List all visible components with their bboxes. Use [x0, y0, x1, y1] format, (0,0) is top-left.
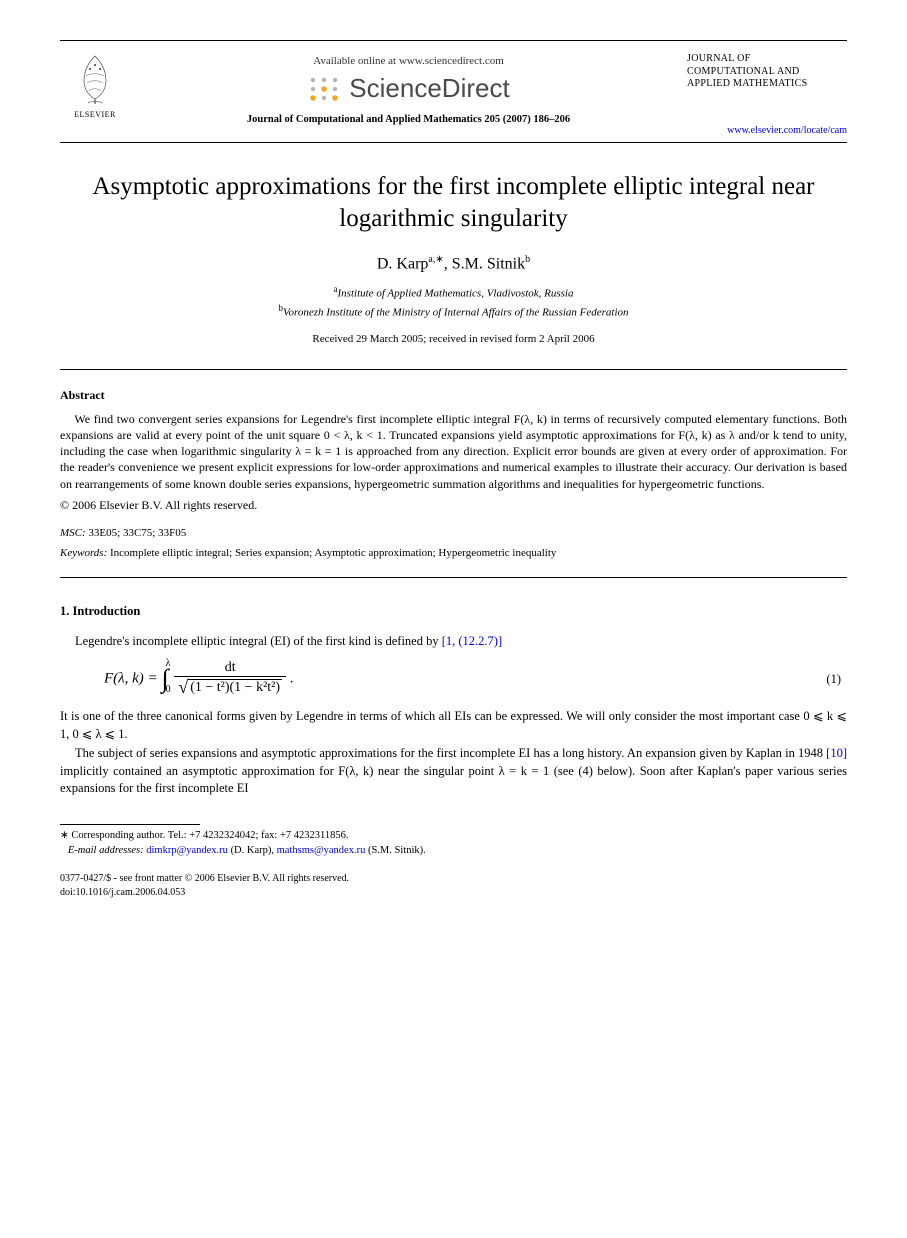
bottom-matter: 0377-0427/$ - see front matter © 2006 El…	[60, 872, 847, 899]
rule-top	[60, 369, 847, 370]
email-line: E-mail addresses: dimkrp@yandex.ru (D. K…	[60, 844, 847, 859]
author-1-name: D. Karp	[377, 255, 429, 272]
doi-line: doi:10.1016/j.cam.2006.04.053	[60, 886, 847, 900]
journal-url-link[interactable]: www.elsevier.com/locate/cam	[687, 125, 847, 136]
corresponding-author: ∗ Corresponding author. Tel.: +7 4232324…	[60, 829, 847, 844]
eq1-fraction: dt √(1 − t²)(1 − k²t²)	[174, 660, 286, 698]
footnotes: ∗ Corresponding author. Tel.: +7 4232324…	[60, 829, 847, 858]
ref-link-1[interactable]: [1, (12.2.7)]	[442, 634, 502, 648]
intro-heading: 1. Introduction	[60, 604, 847, 619]
intro-p3a: The subject of series expansions and asy…	[75, 746, 826, 760]
authors: D. Karpa,∗, S.M. Sitnikb	[60, 254, 847, 273]
publisher-logo-block: ELSEVIER	[60, 51, 130, 119]
keywords-label: Keywords:	[60, 547, 107, 559]
msc-line: MSC: 33E05; 33C75; 33F05	[60, 527, 847, 539]
masthead: ELSEVIER Available online at www.science…	[60, 40, 847, 143]
abstract-heading: Abstract	[60, 388, 847, 403]
journal-name-l1: JOURNAL OF	[687, 53, 847, 66]
abstract-copyright: © 2006 Elsevier B.V. All rights reserved…	[60, 498, 847, 513]
keywords-text: Incomplete elliptic integral; Series exp…	[110, 547, 556, 559]
page: ELSEVIER Available online at www.science…	[0, 0, 907, 929]
email-1-who: (D. Karp),	[231, 845, 274, 856]
msc-label: MSC:	[60, 527, 86, 539]
journal-name-l2: COMPUTATIONAL AND	[687, 66, 847, 79]
author-1-marks: a,∗	[428, 254, 443, 265]
publisher-label: ELSEVIER	[60, 110, 130, 119]
intro-p3: The subject of series expansions and asy…	[60, 745, 847, 798]
msc-codes: 33E05; 33C75; 33F05	[88, 527, 186, 539]
journal-name: JOURNAL OF COMPUTATIONAL AND APPLIED MAT…	[687, 53, 847, 91]
eq1-num: dt	[174, 660, 286, 677]
elsevier-tree-icon	[70, 51, 120, 106]
rule-bottom	[60, 577, 847, 578]
keywords-line: Keywords: Incomplete elliptic integral; …	[60, 547, 847, 559]
eq1-den-expr: (1 − t²)(1 − k²t²)	[188, 679, 282, 695]
eq1-den: √(1 − t²)(1 − k²t²)	[174, 677, 286, 698]
journal-name-l3: APPLIED MATHEMATICS	[687, 78, 847, 91]
affil-b-text: Voronezh Institute of the Ministry of In…	[283, 307, 629, 319]
article-title: Asymptotic approximations for the first …	[60, 171, 847, 236]
intro-p3b: implicitly contained an asymptotic appro…	[60, 764, 847, 796]
citation-line: Journal of Computational and Applied Mat…	[130, 114, 687, 125]
intro-p2: It is one of the three canonical forms g…	[60, 708, 847, 743]
dates-line: Received 29 March 2005; received in revi…	[60, 333, 847, 345]
front-matter-line: 0377-0427/$ - see front matter © 2006 El…	[60, 872, 847, 886]
equation-1: F(λ, k) = ∫λ0 dt √(1 − t²)(1 − k²t²) . (…	[104, 660, 847, 698]
masthead-right: JOURNAL OF COMPUTATIONAL AND APPLIED MAT…	[687, 51, 847, 136]
affil-b: bVoronezh Institute of the Ministry of I…	[60, 302, 847, 321]
email-label: E-mail addresses:	[68, 845, 144, 856]
eq1-lower: 0	[166, 684, 171, 695]
footnote-rule	[60, 824, 200, 825]
email-1[interactable]: dimkrp@yandex.ru	[146, 845, 228, 856]
abstract-body: We find two convergent series expansions…	[60, 411, 847, 492]
intro-p1: Legendre's incomplete elliptic integral …	[60, 633, 847, 651]
affiliations: aInstitute of Applied Mathematics, Vladi…	[60, 283, 847, 321]
masthead-center: Available online at www.sciencedirect.co…	[130, 51, 687, 125]
author-2-name: S.M. Sitnik	[452, 255, 525, 272]
ref-link-10[interactable]: [10]	[826, 746, 847, 760]
equation-1-body: F(λ, k) = ∫λ0 dt √(1 − t²)(1 − k²t²) .	[104, 660, 826, 698]
email-2-who: (S.M. Sitnik).	[368, 845, 426, 856]
sciencedirect-logo: ScienceDirect	[130, 73, 687, 104]
eq1-lhs: F(λ, k) =	[104, 671, 161, 687]
intro-p1-text: Legendre's incomplete elliptic integral …	[75, 634, 442, 648]
affil-a-text: Institute of Applied Mathematics, Vladiv…	[338, 287, 574, 299]
equation-1-number: (1)	[826, 672, 847, 687]
sciencedirect-wordmark: ScienceDirect	[349, 73, 509, 104]
author-sep: ,	[444, 255, 452, 272]
affil-a: aInstitute of Applied Mathematics, Vladi…	[60, 283, 847, 302]
eq1-period: .	[286, 671, 294, 687]
available-online-text: Available online at www.sciencedirect.co…	[130, 55, 687, 67]
sciencedirect-dots-icon	[307, 75, 341, 103]
email-2[interactable]: mathsms@yandex.ru	[277, 845, 366, 856]
sqrt-icon: √	[178, 677, 188, 697]
author-2-marks: b	[525, 254, 530, 265]
eq1-upper: λ	[166, 658, 171, 669]
